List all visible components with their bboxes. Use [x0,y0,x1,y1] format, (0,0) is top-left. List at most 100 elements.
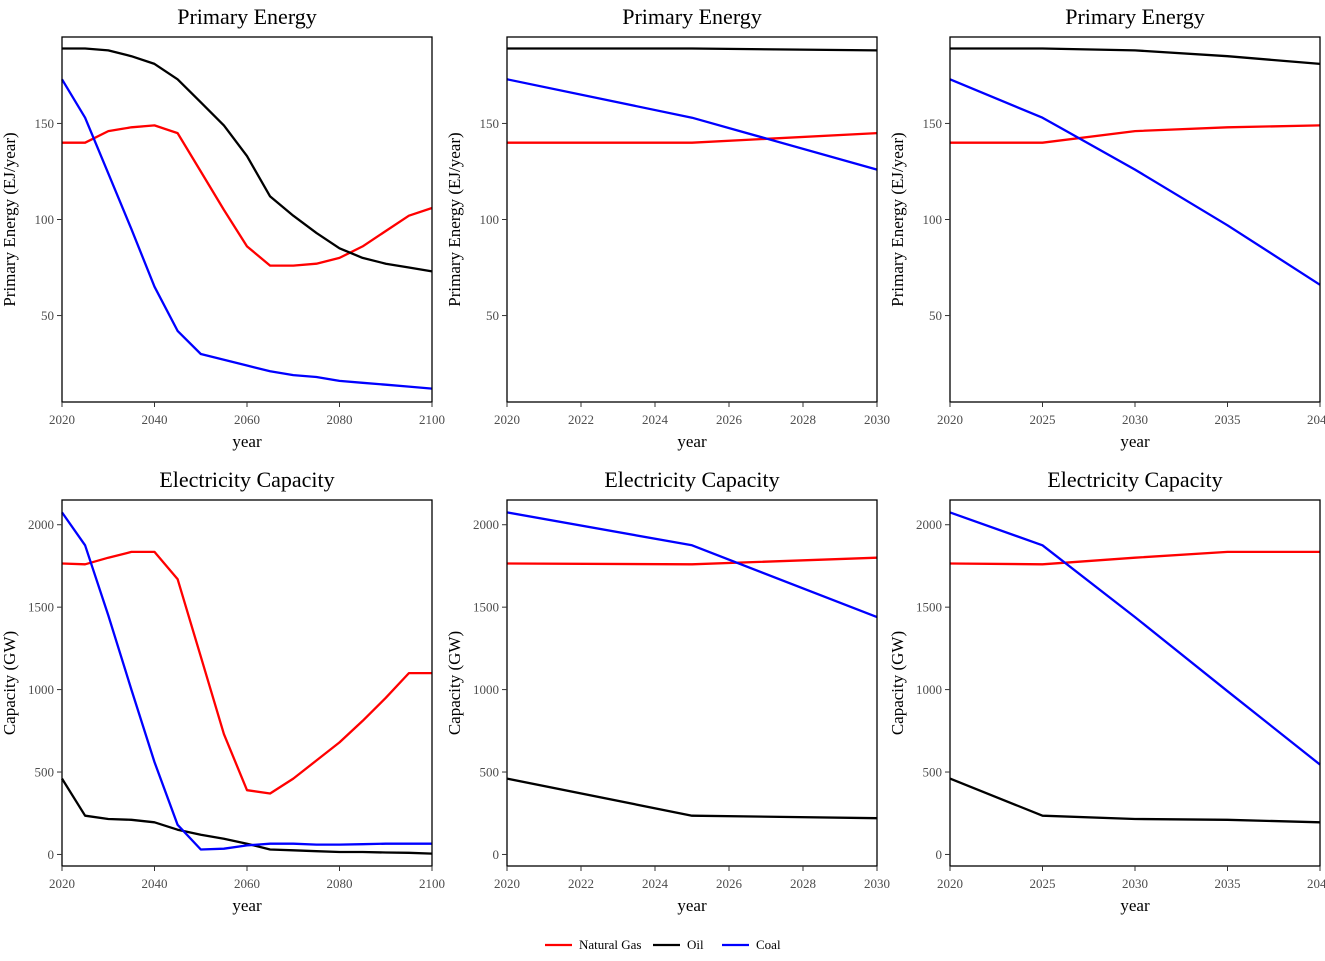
x-tick-label: 2020 [937,876,963,891]
plot-frame [506,499,878,867]
y-axis-label: Capacity (GW) [445,631,464,735]
y-tick-label: 500 [480,765,500,780]
y-tick-label: 150 [35,116,55,131]
chart-panel-3: Primary Energy 2020 2025 2030 2035 2040 50 100 1… [888,4,1325,451]
y-tick-label: 150 [480,116,500,131]
x-tick-label: 2020 [937,412,963,427]
x-tick-label: 2025 [1030,412,1056,427]
chart-panel-2: Primary Energy 2020 2022 2024 2026 2028 2030 50… [445,4,890,451]
series-line-natural-gas [62,124,433,267]
y-tick-label: 100 [923,212,943,227]
x-tick-label: 2040 [142,412,168,427]
panel-title: Primary Energy [177,4,317,29]
series-line-coal [61,78,433,390]
x-tick-label: 2040 [1307,876,1325,891]
chart-panel-6: Electricity Capacity 2020 2025 2030 2035 204 0… [888,467,1325,915]
series-line-oil [62,47,433,273]
series-line-oil [507,47,878,52]
y-tick-label: 1000 [916,682,942,697]
y-tick-label: 150 [923,116,943,131]
chart-panel-5: Electricity Capacity 2020 2022 2024 2026 2028… [445,467,890,915]
x-tick-label: 2035 [1215,876,1241,891]
series-line-coal [61,511,432,851]
series-line-coal [506,511,878,619]
y-axis-label: Primary Energy (EJ/year) [888,132,907,306]
y-axis-label: Capacity (GW) [888,631,907,735]
x-tick-label: 2030 [864,412,890,427]
panel-title: Electricity Capacity [604,467,779,492]
x-tick-label: 2100 [419,876,445,891]
plot-frame [949,36,1321,403]
x-tick-label: 2040 [1307,412,1325,427]
series-line-coal [949,511,1321,766]
x-axis-label: year [232,432,262,451]
plot-frame [949,499,1321,867]
x-axis-label: year [1120,432,1150,451]
y-axis-label: Primary Energy (EJ/year) [445,132,464,306]
x-tick-label: 2035 [1215,412,1241,427]
x-tick-label: 2040 [142,876,168,891]
x-axis-label: year [677,896,707,915]
x-tick-label: 2024 [642,876,669,891]
y-tick-label: 1500 [28,600,54,615]
x-tick-label: 2028 [790,876,816,891]
series-line-natural-gas [950,124,1321,144]
series-line-oil [950,47,1321,66]
x-axis-label: year [232,896,262,915]
y-tick-label: 0 [48,847,55,862]
y-tick-label: 500 [35,765,55,780]
x-tick-label: 2020 [49,876,75,891]
x-tick-label: 2080 [327,412,353,427]
x-tick-label: 2020 [494,412,520,427]
x-tick-label: 2030 [1122,876,1148,891]
y-tick-label: 1500 [473,600,499,615]
x-tick-label: 2026 [716,876,743,891]
x-tick-label: 2020 [494,876,520,891]
y-tick-label: 2000 [916,517,942,532]
legend-label: Oil [687,937,704,952]
x-tick-label: 2060 [234,876,260,891]
y-tick-label: 1000 [28,682,54,697]
y-tick-label: 100 [35,212,55,227]
plot-frame [61,36,433,403]
y-tick-label: 100 [480,212,500,227]
x-tick-label: 2030 [1122,412,1148,427]
y-tick-label: 1500 [916,600,942,615]
x-axis-label: year [677,432,707,451]
legend-label: Coal [756,937,781,952]
series-line-natural-gas [61,550,432,795]
panel-title: Electricity Capacity [1047,467,1222,492]
y-tick-label: 2000 [28,517,54,532]
x-tick-label: 2020 [49,412,75,427]
series-line-oil [949,777,1321,824]
x-tick-label: 2026 [716,412,743,427]
y-axis-label: Capacity (GW) [0,631,19,735]
x-tick-label: 2030 [864,876,890,891]
y-tick-label: 50 [41,308,54,323]
legend: Natural Gas Oil Coal [545,937,781,952]
y-tick-label: 0 [936,847,943,862]
y-tick-label: 500 [923,765,943,780]
y-tick-label: 2000 [473,517,499,532]
y-tick-label: 50 [486,308,499,323]
series-line-natural-gas [507,131,878,144]
panel-title: Primary Energy [1065,4,1205,29]
legend-label: Natural Gas [579,937,641,952]
x-tick-label: 2025 [1030,876,1056,891]
y-axis-label: Primary Energy (EJ/year) [0,132,19,306]
series-line-oil [506,777,878,820]
series-line-natural-gas [506,556,878,566]
x-tick-label: 2022 [568,412,594,427]
series-line-coal [506,78,878,171]
x-tick-label: 2024 [642,412,669,427]
x-tick-label: 2060 [234,412,260,427]
y-tick-label: 50 [929,308,942,323]
x-axis-label: year [1120,896,1150,915]
x-tick-label: 2028 [790,412,816,427]
series-line-oil [61,777,433,855]
chart-panels: Primary Energy 2020 2040 2060 2080 2100 50 100 1… [0,4,1325,915]
chart-panel-1: Primary Energy 2020 2040 2060 2080 2100 50 100 1… [0,4,445,451]
y-tick-label: 1000 [473,682,499,697]
y-tick-label: 0 [493,847,500,862]
